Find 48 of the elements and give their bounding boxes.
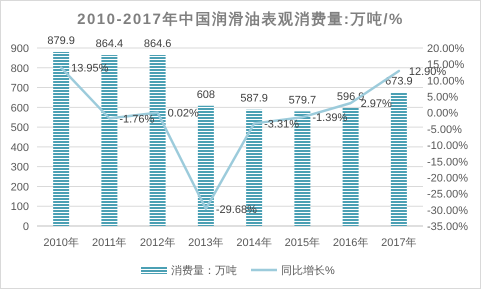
y-tick-label: 200 — [10, 181, 29, 194]
chart-title: 2010-2017年中国润滑油表观消费量:万吨/% — [77, 10, 404, 28]
y-tick-label: 400 — [10, 142, 29, 154]
x-tick-label: 2017年 — [381, 237, 417, 249]
data-label: -29.68% — [216, 204, 258, 216]
x-tick-label: 2013年 — [188, 237, 224, 249]
data-label: -1.39% — [312, 112, 348, 124]
x-tick-label: 2012年 — [140, 237, 176, 249]
y-tick-label: 900 — [10, 43, 29, 55]
data-label: 608 — [196, 88, 216, 101]
y-tick-label: 500 — [10, 122, 29, 134]
x-tick-label: 2011年 — [92, 237, 127, 249]
y2-tick-label: -15.00% — [427, 156, 468, 168]
x-tick-label: 2016年 — [332, 237, 368, 249]
data-label: 0.02% — [168, 108, 200, 120]
legend-label: 消费量：万吨 — [171, 264, 237, 277]
data-label: 864.4 — [96, 38, 124, 50]
data-label: 587.9 — [240, 92, 268, 105]
y2-tick-label: 0.00% — [427, 108, 458, 120]
data-label: -1.76% — [119, 113, 154, 126]
data-label: -3.31% — [264, 118, 300, 130]
y2-tick-label: -10.00% — [427, 140, 468, 152]
y2-tick-label: -20.00% — [427, 172, 468, 184]
y2-tick-label: 10.00% — [427, 75, 465, 88]
y2-tick-label: -30.00% — [427, 204, 468, 217]
bar — [53, 52, 70, 226]
y2-tick-label: -25.00% — [427, 188, 468, 201]
data-label: 2.97% — [360, 98, 392, 110]
legend-label: 同比增长% — [281, 264, 335, 277]
bar — [390, 92, 407, 226]
data-label: 13.95% — [71, 62, 109, 75]
y2-tick-label: 5.00% — [427, 92, 458, 104]
y-tick-label: 600 — [10, 102, 29, 114]
data-label: 864.6 — [144, 38, 172, 50]
bar — [198, 106, 214, 226]
y-tick-label: 700 — [10, 82, 29, 95]
y2-tick-label: -5.00% — [427, 124, 462, 136]
y-tick-label: 0 — [22, 221, 29, 233]
y-tick-label: 100 — [10, 201, 29, 214]
y-tick-label: 800 — [10, 62, 29, 75]
x-tick-label: 2014年 — [236, 237, 272, 249]
y2-tick-label: 20.00% — [427, 43, 465, 55]
data-label: 879.9 — [47, 34, 75, 47]
y2-tick-label: -35.00% — [427, 221, 468, 233]
x-tick-label: 2015年 — [284, 237, 320, 249]
data-label: 579.7 — [288, 94, 316, 106]
y-tick-label: 300 — [10, 162, 29, 174]
x-tick-label: 2010年 — [43, 237, 79, 249]
